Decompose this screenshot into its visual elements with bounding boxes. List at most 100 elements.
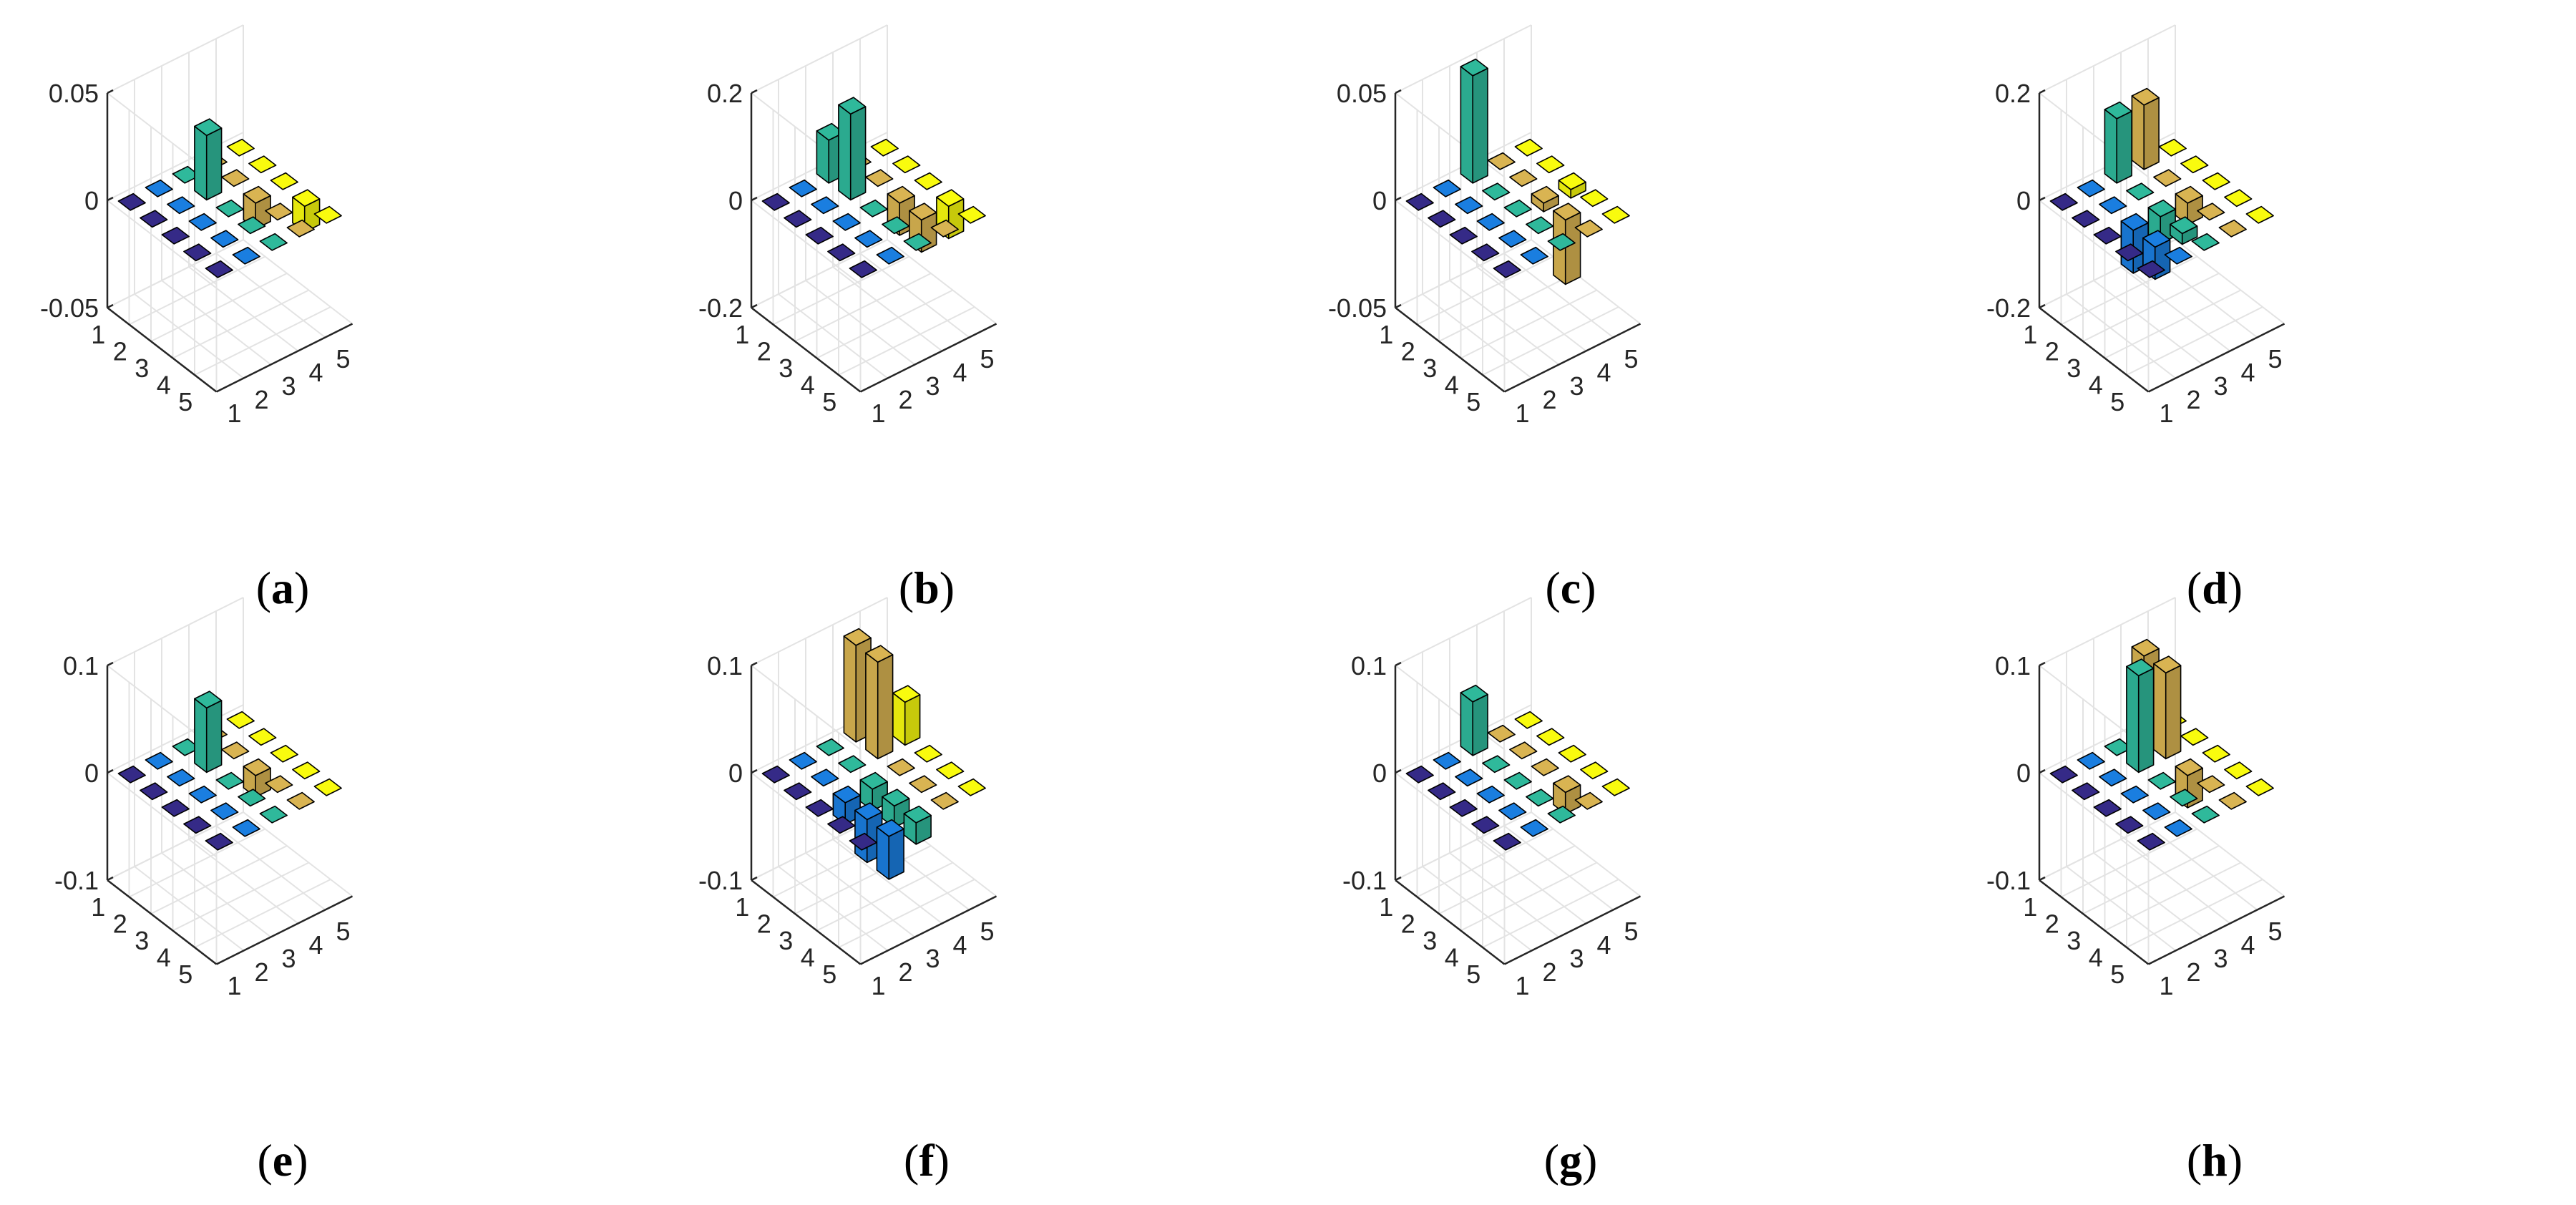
bar-r4-c2 — [854, 230, 883, 248]
bar-r2-c3 — [2126, 658, 2155, 774]
bar-r5-c1 — [1493, 832, 1521, 851]
col-tick-label: 4 — [308, 930, 323, 960]
bar-r2-c3 — [838, 97, 867, 201]
bar-r1-c2 — [789, 179, 817, 197]
row-tick-label: 2 — [113, 909, 127, 938]
bar-r5-c2 — [876, 246, 904, 265]
bar-r4-c5 — [2224, 189, 2253, 208]
row-tick-label: 2 — [757, 909, 771, 938]
bar-r2-c2 — [2099, 196, 2127, 215]
col-axis-line — [859, 895, 997, 965]
row-tick-label: 4 — [157, 370, 171, 399]
bar-r5-c4 — [286, 791, 315, 810]
bar-r5-c4 — [286, 219, 315, 238]
z-tick-label: -0.2 — [1986, 293, 2031, 323]
col-tick-label: 4 — [952, 930, 967, 960]
bar-r3-c2 — [188, 213, 217, 231]
panel-caption-letter: h — [2202, 1135, 2228, 1186]
col-tick-label: 3 — [925, 371, 940, 401]
col-tick-label: 4 — [2240, 930, 2255, 960]
bar-r2-c1 — [784, 210, 812, 228]
bar-r4-c4 — [265, 203, 293, 221]
row-tick-label: 3 — [135, 926, 149, 955]
bar-r2-c5 — [1536, 728, 1565, 746]
bar-r3-c4 — [887, 758, 915, 776]
col-axis-line — [215, 323, 353, 393]
bar-r5-c4 — [930, 219, 959, 238]
bar-r5-c4 — [930, 791, 959, 810]
bars-e — [117, 691, 342, 851]
bar-r4-c5 — [1580, 761, 1609, 780]
bar-r4-c5 — [936, 761, 965, 780]
row-tick-label: 1 — [91, 892, 105, 922]
bars-d — [2049, 87, 2274, 280]
panel-caption-c: (c) — [1545, 562, 1596, 613]
bar-r1-c1 — [117, 192, 146, 211]
col-tick-label: 1 — [2159, 971, 2173, 1000]
bar-r1-c3 — [2104, 101, 2132, 184]
bar-r3-c5 — [270, 172, 298, 190]
panel-caption-f: (f) — [904, 1135, 950, 1186]
col-tick-label: 5 — [2268, 917, 2282, 946]
z-tick-label: 0 — [84, 186, 99, 215]
col-tick-label: 2 — [898, 957, 912, 987]
bar-r5-c5 — [313, 205, 342, 224]
row-axis-line — [1395, 307, 1506, 393]
col-tick-label: 4 — [1596, 358, 1611, 387]
bar-r4-c4 — [909, 775, 937, 794]
bar-r5-c4 — [1574, 219, 1603, 238]
bar-r4-c1 — [2115, 243, 2144, 262]
bar-r3-c5 — [1558, 744, 1586, 763]
bar-r3-c2 — [1476, 785, 1505, 804]
z-tick-label: 0 — [2016, 186, 2031, 215]
bar-r4-c2 — [2142, 802, 2171, 821]
bar-r3-c1 — [1449, 226, 1478, 245]
row-tick-label: 5 — [2110, 960, 2124, 989]
col-tick-label: 4 — [2240, 358, 2255, 387]
bars-f — [761, 628, 986, 880]
bar-r5-c4 — [2218, 791, 2247, 810]
bar-r1-c1 — [1405, 765, 1434, 784]
z-tick-label: 0 — [1372, 186, 1387, 215]
z-tick-label: 0 — [84, 758, 99, 788]
row-tick-label: 3 — [1423, 926, 1437, 955]
row-tick-label: 2 — [113, 336, 127, 366]
row-tick-label: 3 — [779, 353, 793, 383]
col-tick-label: 1 — [1515, 399, 1529, 428]
col-tick-label: 3 — [2213, 371, 2228, 401]
bar-r4-c3 — [1526, 216, 1554, 235]
panel-caption-letter: f — [919, 1135, 935, 1186]
col-axis-line — [859, 323, 997, 393]
bar-r5-c5 — [1601, 778, 1630, 796]
bars-h — [2049, 638, 2274, 851]
row-axis-line — [751, 879, 862, 965]
bar-r3-c3 — [215, 199, 244, 218]
bar-r2-c2 — [167, 196, 195, 215]
bar-r5-c1 — [849, 832, 877, 851]
col-tick-label: 3 — [281, 944, 296, 973]
col-tick-label: 1 — [871, 399, 885, 428]
bar-r3-c5 — [914, 744, 942, 763]
bar-r5-c3 — [2191, 233, 2220, 251]
bar-r2-c2 — [1455, 196, 1483, 215]
bar-r4-c4 — [1553, 775, 1581, 815]
bar-r1-c1 — [117, 765, 146, 784]
bar-r4-c5 — [292, 189, 321, 233]
panel-caption-letter: a — [271, 562, 294, 613]
row-tick-label: 3 — [2067, 926, 2081, 955]
bar-r3-c3 — [2147, 771, 2176, 790]
row-tick-label: 2 — [1401, 909, 1415, 938]
bar-r1-c5 — [226, 138, 255, 157]
row-tick-label: 4 — [2089, 942, 2103, 972]
bar-r2-c2 — [1455, 769, 1483, 787]
bar-r5-c3 — [1547, 805, 1576, 824]
bar-r1-c2 — [1433, 751, 1461, 770]
col-tick-label: 1 — [1515, 971, 1529, 1000]
col-tick-label: 2 — [2186, 957, 2200, 987]
bar-r5-c5 — [957, 205, 986, 224]
